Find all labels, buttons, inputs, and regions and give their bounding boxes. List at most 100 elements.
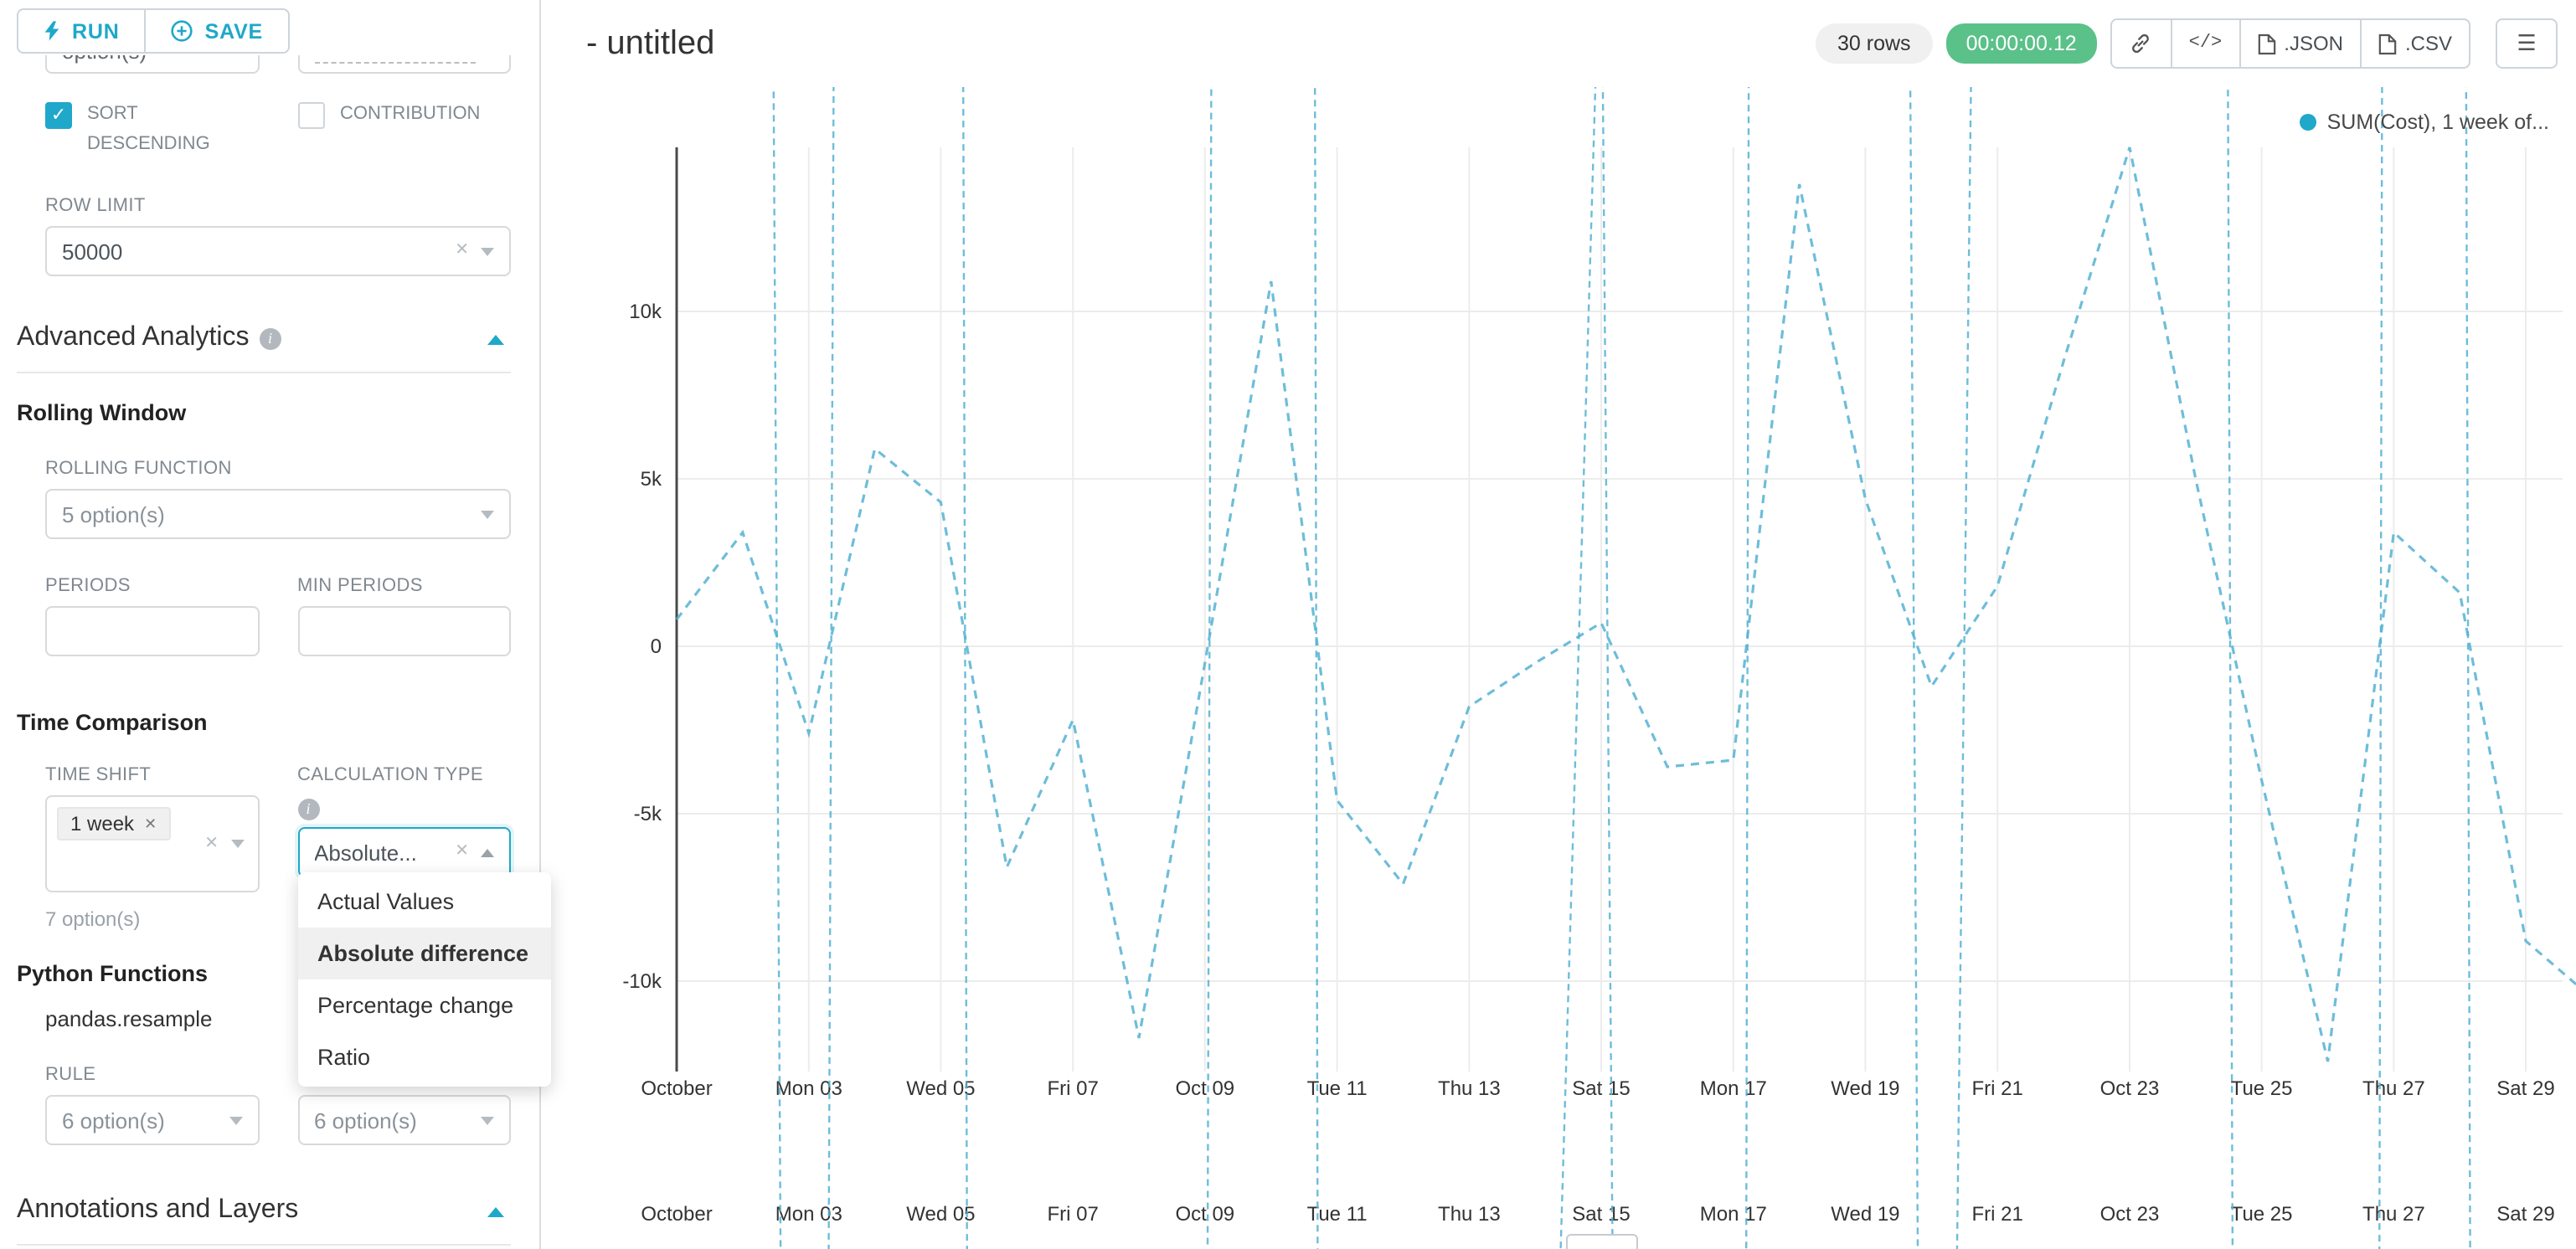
- rolling-function-label: ROLLING FUNCTION: [45, 459, 232, 480]
- json-button-label: .JSON: [2284, 32, 2343, 55]
- csv-button-label: .CSV: [2404, 32, 2452, 55]
- rolling-function-select[interactable]: 5 option(s): [45, 489, 511, 540]
- svg-text:Thu 13: Thu 13: [1438, 1077, 1501, 1100]
- chart-legend[interactable]: SUM(Cost), 1 week of...: [2300, 111, 2549, 134]
- dropdown-option[interactable]: Absolute difference: [297, 928, 550, 980]
- periods-label: PERIODS: [45, 576, 131, 597]
- rule-label: RULE: [45, 1065, 96, 1086]
- calculation-type-value: Absolute...: [314, 840, 417, 866]
- save-button-label: SAVE: [204, 19, 264, 43]
- svg-text:-5k: -5k: [634, 803, 662, 825]
- chevron-up-icon[interactable]: [487, 1199, 504, 1218]
- chevron-up-icon[interactable]: [487, 326, 504, 346]
- chart-zoom-handle[interactable]: [1566, 1234, 1638, 1249]
- time-shift-select[interactable]: 1 week ✕ ✕: [45, 795, 259, 893]
- chevron-down-icon[interactable]: [229, 1116, 242, 1131]
- dropdown-option[interactable]: Actual Values: [317, 889, 455, 915]
- info-icon: i: [297, 798, 319, 820]
- svg-text:Tue 25: Tue 25: [2231, 1077, 2293, 1100]
- chevron-down-icon[interactable]: [230, 840, 244, 855]
- row-limit-select[interactable]: 50000 ✕: [45, 226, 511, 277]
- controls-panel: ✓ SORT DESCENDING CONTRIBUTION ROW LIMIT…: [0, 74, 550, 1246]
- file-icon: [2378, 33, 2397, 54]
- tag-remove-icon[interactable]: ✕: [144, 815, 157, 832]
- contribution-checkbox[interactable]: CONTRIBUTION: [298, 100, 480, 159]
- menu-button[interactable]: ☰: [2496, 18, 2558, 69]
- svg-text:10k: 10k: [629, 301, 662, 323]
- chevron-down-icon[interactable]: [481, 510, 494, 525]
- plus-circle-icon: [171, 20, 193, 42]
- chevron-down-icon[interactable]: [481, 247, 494, 262]
- svg-text:Sat 29: Sat 29: [2496, 1077, 2554, 1100]
- clear-icon[interactable]: ✕: [455, 241, 469, 260]
- rule-select[interactable]: 6 option(s): [45, 1095, 259, 1146]
- dropdown-option[interactable]: Ratio: [317, 1045, 371, 1071]
- rolling-window-title: Rolling Window: [17, 400, 187, 426]
- svg-text:Fri 21: Fri 21: [1972, 1077, 2023, 1100]
- chart-header: - untitled 30 rows 00:00:00.12 </> .JSON: [541, 0, 2576, 87]
- time-shift-helper: 7 option(s): [45, 907, 141, 932]
- time-shift-label: TIME SHIFT: [45, 765, 152, 786]
- dropdown-option[interactable]: Percentage change: [317, 993, 514, 1019]
- copy-link-button[interactable]: [2110, 18, 2172, 69]
- hamburger-icon: ☰: [2517, 30, 2537, 55]
- calculation-type-field: CALCULATION TYPE i Absolute... ✕ Actual …: [297, 765, 550, 1087]
- sort-descending-checkbox[interactable]: ✓ SORT DESCENDING: [45, 100, 298, 159]
- json-download-button[interactable]: .JSON: [2239, 18, 2362, 69]
- svg-text:Mon 03: Mon 03: [775, 1077, 842, 1100]
- svg-text:Sat 15: Sat 15: [1572, 1203, 1630, 1226]
- csv-download-button[interactable]: .CSV: [2359, 18, 2470, 69]
- chart-panel: - untitled 30 rows 00:00:00.12 </> .JSON: [541, 0, 2576, 1249]
- svg-text:Fri 21: Fri 21: [1972, 1203, 2023, 1226]
- svg-text:October: October: [641, 1077, 712, 1100]
- svg-text:Oct 23: Oct 23: [2100, 1077, 2160, 1100]
- periods-input[interactable]: [45, 606, 259, 657]
- svg-text:Fri 07: Fri 07: [1048, 1077, 1099, 1100]
- annotations-title: Annotations and Layers: [17, 1195, 299, 1225]
- row-limit-value: 50000: [62, 239, 123, 265]
- code-icon: </>: [2188, 33, 2223, 54]
- chevron-down-icon[interactable]: [481, 1116, 494, 1131]
- svg-text:Mon 17: Mon 17: [1700, 1077, 1767, 1100]
- svg-text:Oct 09: Oct 09: [1175, 1077, 1234, 1100]
- clear-icon[interactable]: ✕: [455, 842, 469, 861]
- rule-row: 6 option(s) 6 option(s): [45, 1095, 511, 1146]
- pandas-resample-label: pandas.resample: [45, 1006, 213, 1032]
- svg-text:Wed 19: Wed 19: [1831, 1203, 1899, 1226]
- svg-text:Wed 05: Wed 05: [906, 1077, 975, 1100]
- timeseries-chart[interactable]: 10k 5k 0 -5k -10k October October Mon 03 Mon 03 W…: [541, 84, 2576, 1249]
- query-timer-badge: 00:00:00.12: [1945, 23, 2097, 64]
- svg-text:Oct 09: Oct 09: [1175, 1203, 1234, 1226]
- svg-text:October: October: [641, 1203, 712, 1226]
- save-button[interactable]: SAVE: [146, 8, 291, 54]
- calculation-type-select[interactable]: Absolute... ✕: [297, 827, 511, 878]
- svg-text:Tue 25: Tue 25: [2231, 1203, 2293, 1226]
- legend-label: SUM(Cost), 1 week of...: [2326, 111, 2549, 134]
- checkbox-row: ✓ SORT DESCENDING CONTRIBUTION: [45, 100, 511, 159]
- checkbox-checked-icon[interactable]: ✓: [45, 102, 72, 129]
- time-shift-tag[interactable]: 1 week ✕: [57, 807, 171, 841]
- svg-text:Wed 05: Wed 05: [906, 1203, 975, 1226]
- advanced-analytics-section-header[interactable]: Advanced Analytics i: [17, 323, 511, 374]
- svg-text:Wed 19: Wed 19: [1831, 1077, 1899, 1100]
- view-query-button[interactable]: </>: [2170, 18, 2241, 69]
- run-button[interactable]: RUN: [17, 8, 147, 54]
- checkbox-unchecked-icon[interactable]: [298, 102, 325, 129]
- chart-title: - untitled: [586, 24, 715, 61]
- calculation-type-dropdown: Actual Values Absolute difference Percenta…: [297, 872, 550, 1087]
- min-periods-input[interactable]: [297, 606, 511, 657]
- svg-text:Sat 15: Sat 15: [1572, 1077, 1630, 1100]
- svg-text:Tue 11: Tue 11: [1307, 1203, 1368, 1226]
- time-comparison-title: Time Comparison: [17, 710, 208, 736]
- time-comparison-row: TIME SHIFT 1 week ✕ ✕ 7 option(s): [45, 765, 550, 1087]
- method-select[interactable]: 6 option(s): [297, 1095, 511, 1146]
- calculation-type-label: CALCULATION TYPE: [297, 765, 483, 786]
- chevron-up-icon[interactable]: [481, 841, 494, 857]
- advanced-analytics-title: Advanced Analytics: [17, 323, 250, 352]
- clear-icon[interactable]: ✕: [204, 834, 219, 853]
- annotations-section-header[interactable]: Annotations and Layers: [17, 1195, 511, 1246]
- query-actions-bar: RUN SAVE: [0, 0, 539, 55]
- svg-text:Fri 07: Fri 07: [1048, 1203, 1099, 1226]
- svg-text:Sat 29: Sat 29: [2496, 1203, 2554, 1226]
